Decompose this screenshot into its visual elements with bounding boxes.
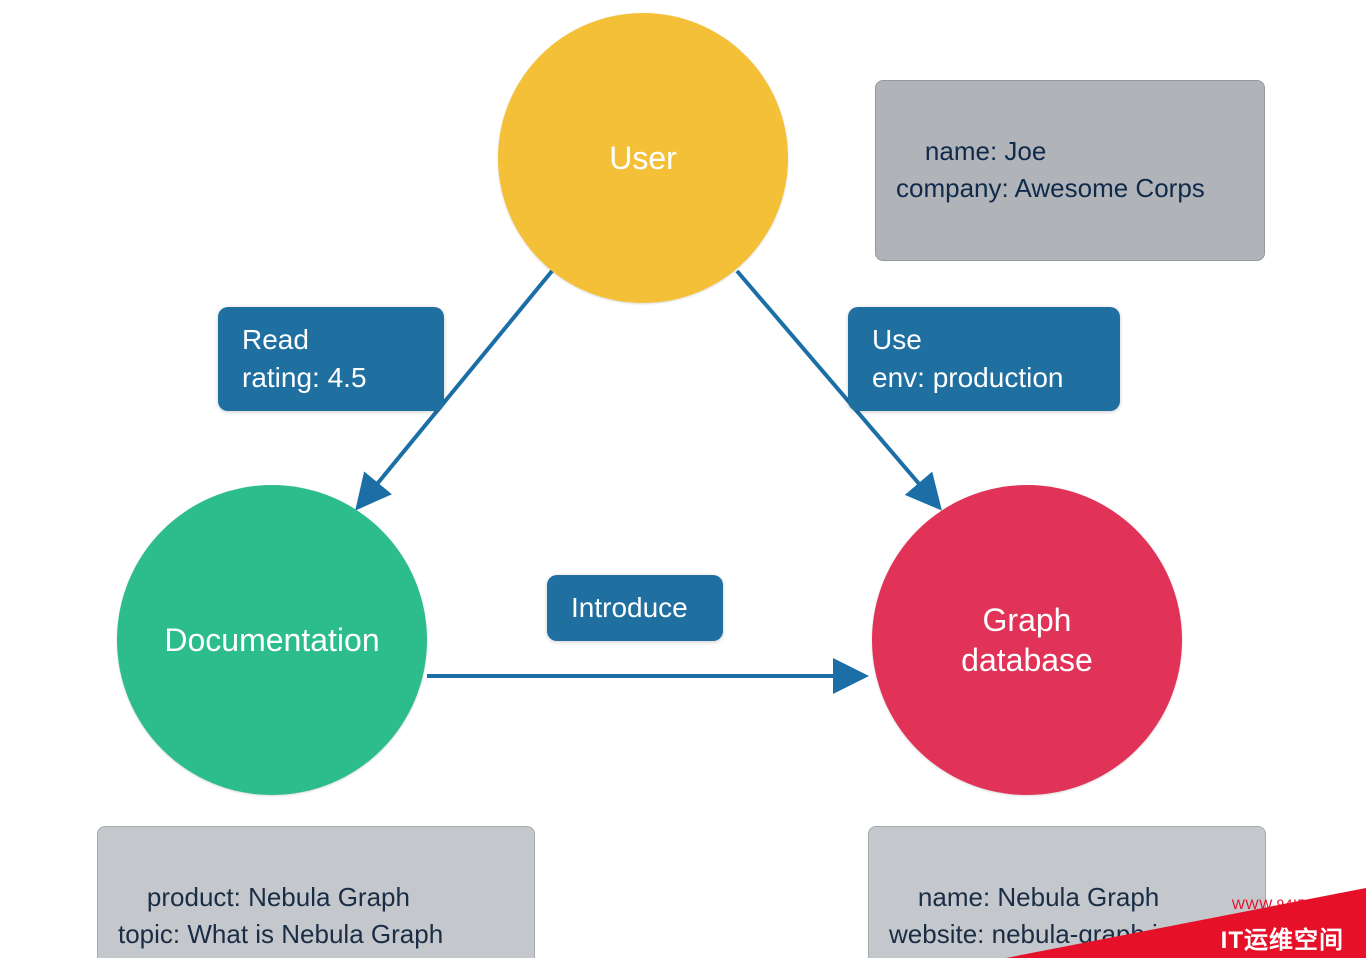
node-graph-database-label: Graph database <box>961 600 1093 680</box>
watermark: WWW.94IP.COM IT运维空间 <box>1006 888 1366 958</box>
edge-label-introduce-text: Introduce <box>571 592 688 623</box>
attributes-documentation-text: product: Nebula Graph topic: What is Neb… <box>118 882 443 950</box>
node-documentation-label: Documentation <box>164 620 379 660</box>
node-documentation: Documentation <box>117 485 427 795</box>
attributes-user: name: Joe company: Awesome Corps <box>875 80 1265 261</box>
node-user: User <box>498 13 788 303</box>
watermark-url: WWW.94IP.COM <box>1232 896 1344 912</box>
diagram-stage: User Documentation Graph database Read r… <box>0 0 1366 958</box>
node-graph-database: Graph database <box>872 485 1182 795</box>
node-user-label: User <box>609 138 677 178</box>
watermark-label: IT运维空间 <box>1221 920 1344 955</box>
edge-label-read-text: Read rating: 4.5 <box>242 324 367 393</box>
edge-label-use: Use env: production <box>848 307 1120 411</box>
attributes-documentation: product: Nebula Graph topic: What is Neb… <box>97 826 535 958</box>
edge-label-introduce: Introduce <box>547 575 723 641</box>
attributes-user-text: name: Joe company: Awesome Corps <box>896 136 1205 204</box>
edge-label-use-text: Use env: production <box>872 324 1063 393</box>
edge-label-read: Read rating: 4.5 <box>218 307 444 411</box>
